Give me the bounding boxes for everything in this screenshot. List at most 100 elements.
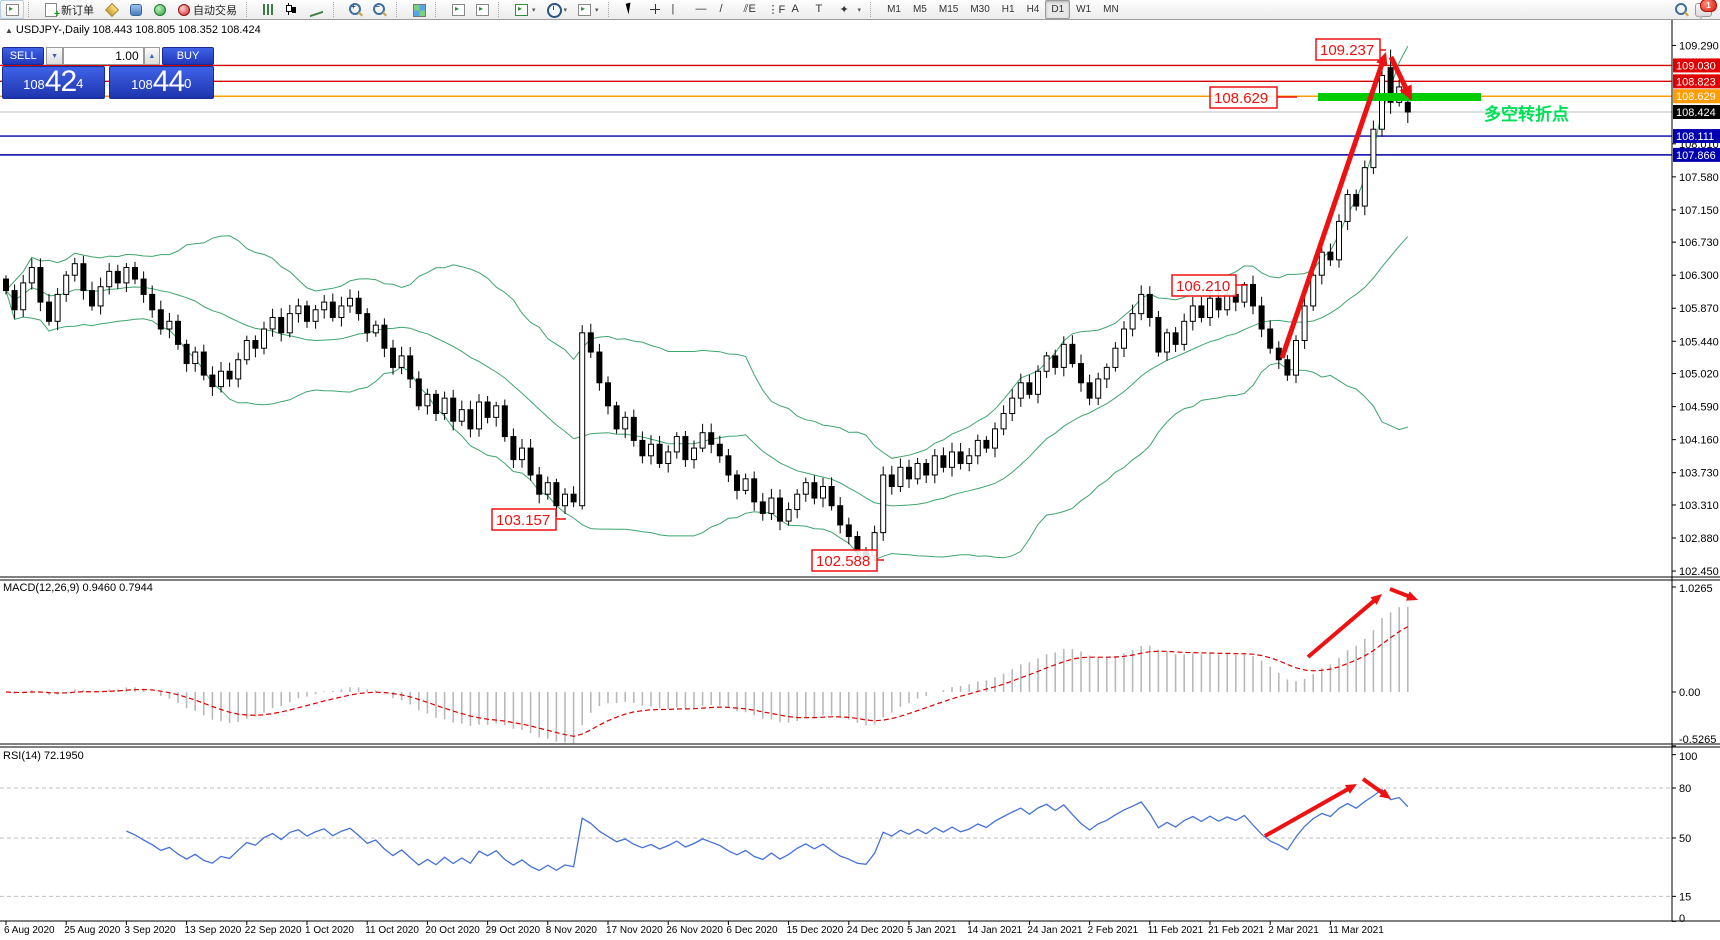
volume-input[interactable]: 1.00 <box>62 47 144 65</box>
price-badge-107.866 <box>1673 147 1720 162</box>
sell-price-display[interactable]: 108 42 4 <box>2 66 105 99</box>
trend-arrow-macd-0[interactable] <box>1306 596 1379 659</box>
rsi-line <box>126 788 1409 872</box>
price-callout-text: 106.210 <box>1176 278 1230 295</box>
price-badge-label: 109.030 <box>1676 60 1716 72</box>
price-callout-text: 109.237 <box>1320 42 1374 59</box>
toolbar-button-zoom-out[interactable]: − <box>368 0 392 19</box>
macd-axis-label: 0.00 <box>1679 687 1700 699</box>
dropdown-arrow-icon: ▾ <box>563 6 568 14</box>
timeframe-m30[interactable]: M30 <box>970 4 990 15</box>
auto-trading-icon <box>176 3 190 16</box>
toolbar-button-chart-preview[interactable] <box>0 0 24 19</box>
price-tick-label: 102.450 <box>1679 566 1719 578</box>
toolbar-button-crosshair-tool[interactable] <box>643 0 667 19</box>
toolbar-button-cursor-tool[interactable] <box>619 0 643 19</box>
price-badge-108.424 <box>1673 105 1720 119</box>
date-tick-label: 8 Nov 2020 <box>546 925 598 936</box>
toolbar-button-text-tool[interactable]: A <box>787 0 811 19</box>
toolbar-button-arrows-tool[interactable]: ✦ ▾ <box>835 0 867 19</box>
timeframe-d1[interactable]: D1 <box>1045 0 1071 19</box>
date-tick-label: 29 Oct 2020 <box>486 925 541 936</box>
buy-price-display[interactable]: 108 44 0 <box>108 66 214 99</box>
toolbar-separator <box>396 2 404 17</box>
timeframe-m1[interactable]: M1 <box>887 4 901 15</box>
price-tick-label: 109.290 <box>1679 40 1719 52</box>
timeframe-h1[interactable]: H1 <box>1001 4 1015 15</box>
toolbar-buttons: 新订单 自动交易 +− ▾ ▾ ▾ | —/ ⫽E ⋮F AT✦▾ M1 M5 M15 M30 H1 H4 D1 W… <box>0 0 1125 20</box>
toolbar-separator <box>607 2 616 17</box>
search-icon[interactable] <box>1675 3 1689 16</box>
toolbar-button-zoom-in[interactable]: + <box>344 0 368 19</box>
toolbar-button-new-order[interactable]: 新订单 <box>39 0 99 20</box>
toolbar-separator <box>246 2 254 17</box>
toolbar-button-line-chart-mode[interactable] <box>305 0 329 19</box>
rsi-axis-label: 100 <box>1679 751 1697 763</box>
date-tick-label: 15 Dec 2020 <box>787 925 844 936</box>
toolbar-button-text-label-tool[interactable]: T <box>811 0 835 19</box>
timeframe-h4[interactable]: H4 <box>1026 4 1040 15</box>
toolbar-button-vertical-line-tool[interactable]: | <box>667 0 691 19</box>
timeframe-mn[interactable]: MN <box>1103 4 1119 15</box>
toolbar-button-channel-tool[interactable]: ⫽E <box>739 0 763 19</box>
vertical-line-tool-icon: | <box>671 3 675 15</box>
toolbar-button-chart-shift[interactable] <box>470 0 494 19</box>
toolbar-button-candle-chart-mode[interactable] <box>281 0 305 19</box>
trend-arrow-rsi-0[interactable] <box>1264 785 1353 838</box>
signals-icon <box>152 3 166 16</box>
toolbar-button-trendline-tool[interactable]: / <box>715 0 739 19</box>
rsi-axis-label: 80 <box>1679 783 1691 795</box>
chart-canvas[interactable]: 109.290108.010107.580107.150106.730106.3… <box>0 19 1720 940</box>
metaeditor-icon <box>104 2 120 18</box>
price-tick-label: 104.160 <box>1679 435 1719 447</box>
toolbar-button-horizontal-line-tool[interactable]: — <box>691 0 715 19</box>
rsi-axis-label: 50 <box>1679 833 1691 845</box>
toolbar-separator <box>498 2 506 17</box>
bollinger-upper-band <box>5 45 1409 459</box>
chat-icon[interactable]: 1 <box>1695 0 1717 20</box>
toolbar-button-profiles[interactable] <box>123 0 147 19</box>
green-zone-bar[interactable] <box>1318 93 1481 101</box>
trend-arrow-main-1[interactable] <box>1388 55 1411 95</box>
timeframe-w1[interactable]: W1 <box>1076 4 1092 15</box>
toolbar-button-label: 新订单 <box>61 4 94 17</box>
toolbar-separator <box>28 2 36 17</box>
rsi-axis-label: 15 <box>1679 891 1691 903</box>
volume-down-button[interactable]: ▼ <box>46 47 63 65</box>
buy-button[interactable]: BUY <box>162 47 214 65</box>
toolbar-button-bar-chart-mode[interactable] <box>257 0 281 19</box>
timeframe-m15[interactable]: M15 <box>938 4 959 15</box>
toolbar-button-signals[interactable] <box>147 0 171 19</box>
one-click-trade-panel: SELL ▼ 1.00 ▲ BUY 108 42 4 108 44 0 <box>2 47 214 99</box>
toolbar-button-auto-trading[interactable]: 自动交易 <box>171 0 242 19</box>
crosshair-tool-icon <box>648 3 662 16</box>
price-callout-text: 102.588 <box>816 553 870 570</box>
toolbar-button-auto-arrange[interactable] <box>446 0 470 19</box>
toolbar-button-indicators-menu[interactable]: ▾ <box>509 0 541 19</box>
sell-button[interactable]: SELL <box>2 47 45 65</box>
timeframe-m5[interactable]: M5 <box>912 4 927 15</box>
date-tick-label: 2 Mar 2021 <box>1268 925 1319 936</box>
green-annotation-text[interactable]: 多空转折点 <box>1484 104 1569 124</box>
toolbar-separator <box>870 2 878 17</box>
trend-arrow-main-0[interactable] <box>1279 57 1387 359</box>
zoom-out-icon: − <box>373 2 387 16</box>
channel-tool-icon: ⫽E <box>743 3 756 15</box>
toolbar-button-metaeditor[interactable] <box>99 0 123 19</box>
text-tool-icon: A <box>791 3 799 15</box>
dropdown-arrow-icon: ▾ <box>857 6 862 14</box>
price-badge-label: 108.111 <box>1676 131 1714 143</box>
price-tick-label: 106.730 <box>1679 237 1719 249</box>
toolbar: 新订单 自动交易 +− ▾ ▾ ▾ | —/ ⫽E ⋮F AT✦▾ M1 M5 M15 M30 H1 H4 D1 W… <box>0 0 1720 20</box>
trend-arrow-macd-1-head <box>1405 591 1418 601</box>
price-badge-108.111 <box>1673 129 1720 144</box>
toolbar-button-tile-windows[interactable] <box>407 0 431 19</box>
window-marker-icon: ▲ <box>5 26 13 35</box>
toolbar-button-fibonacci-tool[interactable]: ⋮F <box>763 0 787 19</box>
date-tick-label: 11 Mar 2021 <box>1328 925 1384 936</box>
toolbar-button-templates-menu[interactable]: ▾ <box>572 0 604 19</box>
toolbar-button-periods-menu[interactable]: ▾ <box>541 0 573 19</box>
volume-up-button[interactable]: ▲ <box>143 47 161 65</box>
price-tick-label: 106.300 <box>1679 270 1719 282</box>
